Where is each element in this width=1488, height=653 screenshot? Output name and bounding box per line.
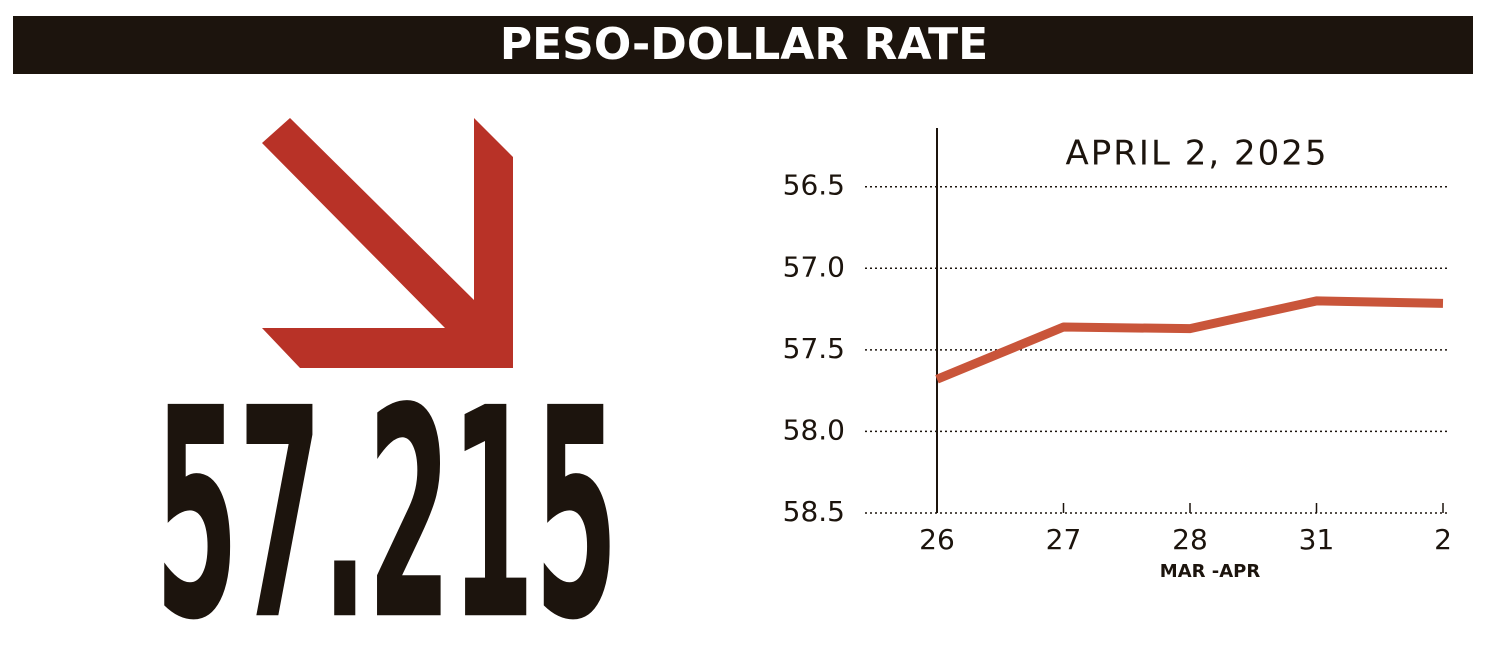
line-series	[935, 296, 1444, 384]
y-tick-label: 58.0	[783, 413, 845, 446]
y-tick-label: 57.5	[783, 332, 845, 365]
down-arrow	[262, 118, 513, 368]
y-tick-label: 57.0	[783, 250, 845, 283]
x-tick-label: 31	[1299, 523, 1335, 556]
title-bar	[13, 16, 1473, 74]
y-tick-label: 56.5	[783, 169, 845, 202]
title: PESO-DOLLAR RATE	[500, 19, 988, 70]
y-tick-label: 58.5	[783, 495, 845, 528]
x-tick-label: 28	[1172, 523, 1208, 556]
x-tick-label: 2	[1434, 523, 1452, 556]
rate: 57.215	[155, 347, 618, 653]
x-tick-label: 26	[919, 523, 955, 556]
x-tick-label: 27	[1046, 523, 1082, 556]
chart-title: APRIL 2, 2025	[1066, 134, 1329, 174]
x-axis-label: MAR -APR	[1160, 561, 1261, 582]
